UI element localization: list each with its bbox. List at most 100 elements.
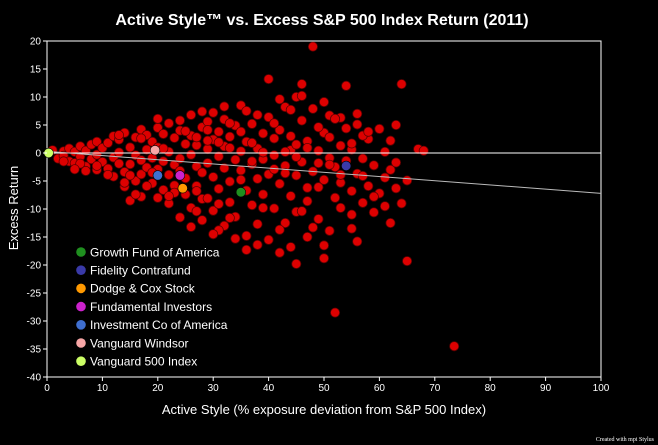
data-point <box>208 205 219 216</box>
data-point <box>186 109 197 120</box>
data-point <box>197 215 208 226</box>
data-point <box>296 90 307 101</box>
data-point <box>202 125 213 136</box>
data-point <box>202 193 213 204</box>
data-point <box>130 189 141 200</box>
data-point <box>346 186 357 197</box>
data-point <box>379 201 390 212</box>
y-tick-label: 10 <box>30 93 42 104</box>
data-point <box>274 247 285 258</box>
y-tick-label: -40 <box>27 373 42 384</box>
data-point <box>346 223 357 234</box>
data-point <box>158 156 169 167</box>
data-point <box>180 139 191 150</box>
data-point <box>136 133 147 144</box>
data-point <box>163 118 174 129</box>
data-point <box>158 128 169 139</box>
highlighted-fund-point <box>152 170 163 181</box>
data-point <box>307 103 318 114</box>
data-point <box>324 132 335 143</box>
data-point <box>335 169 346 180</box>
data-point <box>246 156 257 167</box>
data-point <box>246 118 257 129</box>
data-point <box>158 143 169 154</box>
data-point <box>136 169 147 180</box>
y-tick-label: -15 <box>27 233 42 244</box>
data-point <box>296 79 307 90</box>
data-point <box>341 80 352 91</box>
y-tick-label: -5 <box>32 177 41 188</box>
data-point <box>324 225 335 236</box>
data-point <box>224 142 235 153</box>
y-axis-label: Excess Return <box>6 166 21 251</box>
data-point <box>318 240 329 251</box>
legend-marker <box>76 320 86 330</box>
data-point <box>307 222 318 233</box>
x-tick-label: 10 <box>97 383 109 394</box>
data-point <box>125 170 136 181</box>
data-point <box>158 184 169 195</box>
data-point <box>291 139 302 150</box>
data-point <box>274 94 285 105</box>
data-point <box>402 256 413 267</box>
data-point <box>191 186 202 197</box>
y-axis-ticks: 20 15 10 5 0 -5 -10 -15 -20 -25 -30 -35 -40 <box>27 37 47 384</box>
data-point <box>318 174 329 185</box>
data-point <box>186 149 197 160</box>
x-axis-ticks: 0 10 20 30 40 50 60 70 80 90 100 <box>44 377 610 394</box>
data-point <box>274 178 285 189</box>
highlighted-fund-point <box>149 145 161 156</box>
data-point <box>330 113 341 124</box>
y-tick-label: -10 <box>27 205 42 216</box>
data-point <box>357 197 368 208</box>
y-tick-label: 5 <box>35 121 41 132</box>
legend-marker <box>76 301 86 312</box>
data-point <box>391 120 402 131</box>
data-point <box>396 79 407 90</box>
data-point <box>258 189 269 200</box>
data-point <box>213 198 224 209</box>
data-point <box>385 217 396 228</box>
data-point <box>191 132 202 143</box>
data-point <box>58 156 69 167</box>
x-tick-label: 40 <box>263 383 275 394</box>
data-point <box>280 146 291 157</box>
data-point <box>302 196 313 207</box>
data-point <box>191 206 202 217</box>
x-tick-label: 50 <box>318 383 330 394</box>
data-point <box>224 118 235 129</box>
y-tick-label: 0 <box>35 149 41 160</box>
x-tick-label: 20 <box>152 383 164 394</box>
data-point <box>91 160 102 171</box>
data-point <box>263 112 274 123</box>
data-point <box>391 157 402 168</box>
data-point <box>241 244 252 255</box>
data-point <box>352 236 363 247</box>
data-point <box>186 221 197 232</box>
data-point <box>230 154 241 165</box>
x-tick-label: 90 <box>540 383 552 394</box>
data-point <box>235 165 246 176</box>
data-point <box>102 169 113 180</box>
data-point <box>208 229 219 240</box>
data-point <box>285 191 296 202</box>
data-point <box>291 170 302 181</box>
data-point <box>258 202 269 213</box>
data-point <box>335 202 346 213</box>
data-point <box>318 97 329 108</box>
legend-marker <box>76 265 86 276</box>
y-tick-label: 20 <box>30 37 42 48</box>
data-point <box>224 131 235 142</box>
data-point <box>396 198 407 209</box>
legend-entry: Fundamental Investors <box>90 300 212 314</box>
data-point <box>346 138 357 149</box>
data-point <box>119 177 130 188</box>
data-point <box>152 192 163 203</box>
data-point <box>357 153 368 164</box>
y-tick-label: -25 <box>27 289 42 300</box>
data-point <box>213 126 224 137</box>
data-point <box>313 214 324 225</box>
x-tick-label: 70 <box>429 383 441 394</box>
data-point <box>302 142 313 153</box>
data-point <box>449 341 460 352</box>
